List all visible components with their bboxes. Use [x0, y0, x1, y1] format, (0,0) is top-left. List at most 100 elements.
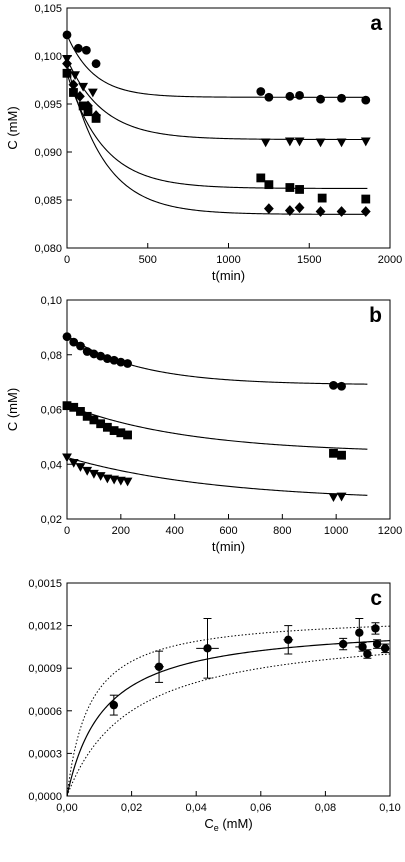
triangle-down-marker [115, 476, 126, 486]
y-tick-label: 0,0009 [28, 663, 62, 675]
x-tick-label: 800 [273, 525, 291, 537]
diamond-marker [315, 206, 326, 217]
y-tick-label: 0,090 [34, 147, 62, 159]
fit-curve-series-4 [66, 63, 368, 215]
square-marker [109, 426, 119, 435]
triangle-down-marker [82, 466, 93, 476]
diamond-marker [68, 79, 79, 91]
circle-marker [109, 355, 119, 365]
data-point [380, 644, 390, 653]
x-axis-label: t(min) [212, 268, 245, 283]
data-point [372, 639, 382, 649]
square-marker [285, 183, 295, 192]
panel-b-chart: 0 200 400 600 800 1000 1200 0,02 0,04 0,06 0,08 0,1… [5, 295, 402, 554]
y-tick-label: 0,105 [34, 3, 62, 15]
circle-marker [361, 95, 371, 105]
triangle-down-marker [260, 138, 271, 148]
square-marker [69, 402, 79, 412]
triangle-down-marker [95, 472, 106, 481]
triangle-down-marker [294, 137, 305, 147]
y-tick-label: 0,0012 [28, 621, 62, 633]
upper-confidence-band [66, 625, 391, 797]
x-tick-label: 0,00 [56, 802, 77, 814]
square-marker [264, 180, 274, 190]
square-marker [102, 422, 112, 432]
diamond-marker [360, 206, 371, 217]
y-tick-label: 0,10 [41, 295, 62, 307]
square-marker [317, 193, 327, 203]
diamond-marker [75, 90, 85, 102]
y-tick-label: 0,080 [34, 243, 62, 255]
circle-marker [96, 351, 106, 361]
circle-marker [73, 43, 83, 53]
circle-marker [62, 332, 72, 342]
data-point [109, 700, 119, 710]
circle-marker [337, 381, 346, 391]
circle-marker [81, 45, 91, 55]
x-tick-label: 0,06 [250, 802, 271, 814]
y-tick-label: 0,0003 [28, 748, 62, 760]
langmuir-fit-curve [66, 640, 391, 797]
square-marker [337, 450, 346, 460]
y-tick-label: 0,08 [41, 350, 62, 362]
circle-marker [62, 30, 72, 40]
diamond-marker [284, 205, 295, 216]
diamond-marker [336, 206, 347, 217]
square-marker [123, 430, 132, 440]
panel-label: a [370, 12, 382, 35]
x-tick-label: 0,10 [379, 802, 400, 814]
circle-marker [256, 87, 266, 96]
square-marker [96, 419, 106, 429]
circle-marker [285, 91, 295, 101]
y-tick-label: 0,085 [34, 195, 62, 207]
fit-curve-series-1 [66, 34, 368, 98]
square-marker [62, 68, 72, 78]
y-tick-label: 0,06 [41, 405, 62, 417]
x-tick-label: 0 [64, 254, 70, 266]
triangle-down-marker [122, 477, 133, 487]
circle-marker [316, 94, 325, 104]
data-point [338, 639, 348, 649]
x-tick-label: 0 [64, 525, 70, 537]
x-tick-label: 2000 [378, 254, 402, 266]
plot-frame [66, 582, 391, 797]
square-marker [76, 407, 85, 416]
square-marker [295, 185, 304, 194]
square-marker [116, 428, 126, 438]
triangle-down-marker [78, 82, 89, 92]
square-marker [62, 401, 72, 411]
circle-marker [82, 347, 92, 356]
fit-curve-series-3 [66, 456, 368, 496]
square-marker [256, 173, 266, 183]
circle-marker [91, 59, 101, 69]
circle-marker [116, 357, 126, 367]
circle-marker [329, 381, 338, 390]
data-point [363, 649, 372, 659]
circle-marker [69, 337, 79, 347]
x-tick-label: 600 [219, 525, 237, 537]
x-tick-label: 0,04 [185, 802, 206, 814]
panel-label: c [370, 587, 382, 610]
diamond-marker [263, 203, 274, 215]
fit-curve-series-3 [66, 73, 368, 189]
circle-marker [337, 93, 346, 103]
square-marker [82, 411, 92, 421]
panel-c-chart: 0,00 0,02 0,04 0,06 0,08 0,10 0,0000 0,0003 0,00… [28, 578, 400, 833]
data-point [371, 624, 380, 633]
triangle-down-marker [75, 463, 86, 472]
circle-marker [76, 341, 85, 351]
x-tick-label: 1200 [378, 525, 402, 537]
y-tick-label: 0,100 [34, 51, 62, 63]
x-tick-label: 1000 [216, 254, 240, 266]
panel-label: b [369, 304, 382, 327]
triangle-down-marker [87, 88, 98, 98]
x-tick-label: 1500 [297, 254, 321, 266]
diamond-marker [62, 58, 72, 70]
square-marker [83, 107, 93, 117]
data-point [154, 662, 164, 671]
triangle-down-marker [336, 492, 347, 502]
triangle-down-marker [328, 493, 339, 502]
y-axis-label: C (mM) [5, 388, 20, 431]
square-marker [89, 415, 99, 425]
